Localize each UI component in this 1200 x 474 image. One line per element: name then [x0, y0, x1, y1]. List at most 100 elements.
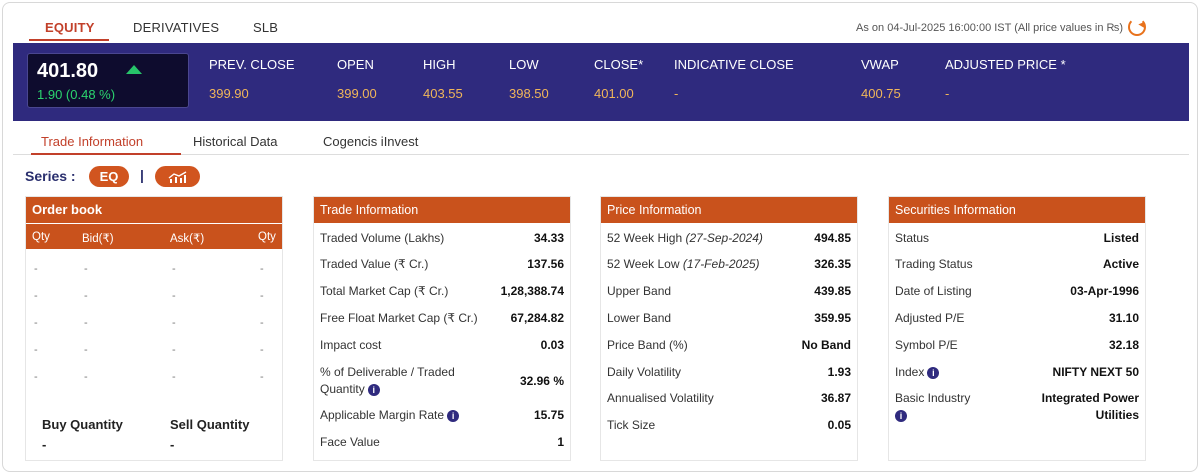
row-label: Daily Volatility	[607, 365, 682, 379]
cell-bid: -	[84, 371, 88, 383]
tab-trade-information[interactable]: Trade Information	[41, 134, 144, 149]
row-value: 15.75	[533, 408, 564, 422]
row-label: Date of Listing	[895, 284, 972, 298]
tab-cogencis-iinvest[interactable]: Cogencis iInvest	[323, 134, 419, 149]
info-row: Price Band (%) No Band	[607, 338, 851, 352]
info-row: 52 Week Low (17-Feb-2025) 326.35	[607, 257, 851, 271]
ltp-box: 401.80 1.90 (0.48 %)	[27, 53, 189, 108]
row-value: 439.85	[814, 284, 851, 298]
row-label: Total Market Cap (₹ Cr.)	[320, 284, 449, 298]
row-label: % of Deliverable / Traded	[320, 365, 455, 379]
info-row: Traded Volume (Lakhs) 34.33	[320, 231, 564, 245]
active-subtab-underline	[31, 153, 181, 155]
buy-quantity-label: Buy Quantity	[42, 417, 123, 432]
row-label: Trading Status	[895, 257, 973, 271]
row-value: 31.10	[1108, 311, 1139, 325]
price-change: 1.90 (0.48 %)	[37, 87, 116, 102]
high-value: 403.55	[423, 86, 463, 101]
series-separator: |	[140, 167, 144, 183]
tab-equity[interactable]: EQUITY	[45, 20, 95, 35]
series-label: Series :	[25, 168, 76, 184]
info-row: i Utilities	[895, 408, 1139, 422]
chart-button[interactable]	[155, 166, 200, 187]
info-row: Lower Band 359.95	[607, 311, 851, 325]
info-row: Daily Volatility 1.93	[607, 365, 851, 379]
info-tabs: Trade Information Historical Data Cogenc…	[13, 121, 1189, 155]
last-traded-price: 401.80	[37, 60, 99, 82]
info-row: Traded Value (₹ Cr.) 137.56	[320, 257, 564, 271]
adjusted-price-label: ADJUSTED PRICE *	[945, 57, 1066, 72]
col-ask: Ask(₹)	[170, 233, 205, 245]
row-label: Face Value	[320, 435, 380, 449]
securities-information-title: Securities Information	[889, 197, 1145, 223]
prev-close-label: PREV. CLOSE	[209, 57, 295, 72]
cell-ask: -	[172, 317, 176, 329]
col-bid-qty: Qty	[32, 231, 50, 243]
cell-bid: -	[84, 290, 88, 302]
row-label: Symbol P/E	[895, 338, 958, 352]
cell-ask-qty: -	[260, 317, 264, 329]
info-row: Free Float Market Cap (₹ Cr.) 67,284.82	[320, 311, 564, 325]
vwap-label: VWAP	[861, 57, 899, 72]
close-label: CLOSE*	[594, 57, 644, 72]
row-value: 03-Apr-1996	[1070, 284, 1139, 298]
row-value: 1	[557, 435, 564, 449]
order-book-header: Qty Bid(₹) Ask(₹) Qty	[26, 224, 282, 249]
row-label: Traded Volume (Lakhs)	[320, 231, 445, 245]
row-label: Upper Band	[607, 284, 672, 298]
info-row: Basic Industry Integrated Power	[895, 391, 1139, 405]
row-note: (17-Feb-2025)	[682, 257, 760, 271]
row-label: Lower Band	[607, 311, 672, 325]
col-bid: Bid(₹)	[82, 233, 114, 245]
info-row: Face Value 1	[320, 435, 564, 449]
active-tab-underline	[29, 39, 109, 41]
trade-information-panel: Trade Information Traded Volume (Lakhs) …	[313, 196, 571, 461]
row-label: Traded Value (₹ Cr.)	[320, 257, 429, 271]
refresh-icon[interactable]	[1128, 18, 1146, 36]
row-value: Active	[1102, 257, 1139, 271]
info-icon[interactable]: i	[367, 383, 380, 396]
row-value: Integrated Power	[1041, 391, 1139, 405]
tab-derivatives[interactable]: DERIVATIVES	[133, 20, 220, 35]
close-value: 401.00	[594, 86, 634, 101]
row-value: 0.03	[540, 338, 564, 352]
row-label: Impact cost	[320, 338, 382, 352]
row-value: 67,284.82	[510, 311, 564, 325]
info-icon[interactable]: i	[895, 409, 907, 422]
row-label: Price Band (%)	[607, 338, 688, 352]
row-label: 52 Week Low	[607, 257, 680, 271]
high-label: HIGH	[423, 57, 456, 72]
indicative-close-value: -	[674, 86, 679, 101]
quote-band: 401.80 1.90 (0.48 %) PREV. CLOSE 399.90 …	[13, 43, 1189, 121]
vwap-value: 400.75	[861, 86, 901, 101]
series-eq-button[interactable]: EQ	[89, 166, 129, 187]
cell-ask-qty: -	[260, 290, 264, 302]
low-value: 398.50	[509, 86, 549, 101]
sell-quantity-label: Sell Quantity	[170, 417, 250, 432]
info-icon[interactable]: i	[447, 409, 460, 422]
info-icon[interactable]: i	[927, 366, 940, 379]
info-row: Status Listed	[895, 231, 1139, 245]
row-label: Tick Size	[607, 418, 656, 432]
info-row: Symbol P/E 32.18	[895, 338, 1139, 352]
info-row: Applicable Margin Rate i 15.75	[320, 408, 564, 422]
cell-bid: -	[84, 263, 88, 275]
cell-bid-qty: -	[34, 344, 38, 356]
info-row: Impact cost 0.03	[320, 338, 564, 352]
low-label: LOW	[509, 57, 539, 72]
row-label: Index	[895, 365, 925, 379]
bar-chart-icon	[168, 171, 187, 183]
row-value: 1.93	[827, 365, 851, 379]
tab-historical-data[interactable]: Historical Data	[193, 134, 278, 149]
row-value: 137.56	[527, 257, 564, 271]
up-arrow-icon	[126, 65, 142, 74]
row-value: 494.85	[814, 231, 851, 245]
tab-slb[interactable]: SLB	[253, 20, 279, 35]
cell-bid-qty: -	[34, 317, 38, 329]
info-row: Total Market Cap (₹ Cr.) 1,28,388.74	[320, 284, 564, 298]
cell-ask-qty: -	[260, 371, 264, 383]
order-book-title: Order book	[26, 197, 282, 223]
row-value: 32.96 %	[519, 374, 564, 388]
price-information-panel: Price Information 52 Week High (27-Sep-2…	[600, 196, 858, 461]
